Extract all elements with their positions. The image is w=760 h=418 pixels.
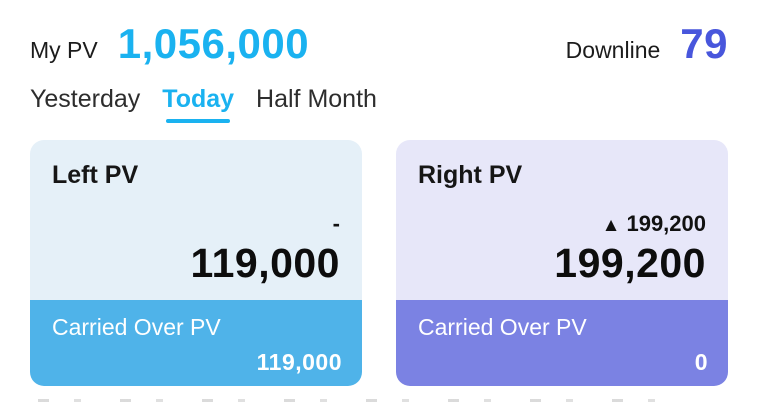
right-pv-delta: ▲ 199,200 [418,211,706,238]
left-pv-card-top: Left PV - 119,000 [30,140,362,301]
my-pv-label: My PV [30,37,98,63]
right-pv-title: Right PV [418,161,523,190]
tab-today[interactable]: Today [162,84,234,123]
right-carried-over-label: Carried Over PV [418,314,587,341]
downline-label: Downline [565,37,661,63]
right-pv-card: Right PV ▲ 199,200 199,200 Carried Over P… [396,140,728,387]
left-carried-over-section: Carried Over PV 119,000 [30,300,362,387]
period-tabs: Yesterday Today Half Month [0,84,760,123]
left-carried-over-label: Carried Over PV [52,314,221,341]
my-pv-value: 1,056,000 [117,20,310,67]
triangle-up-icon: ▲ [601,215,621,237]
left-pv-title: Left PV [52,161,139,190]
pv-cards: Left PV - 119,000 Carried Over PV 119,00… [0,140,760,387]
downline-value: 79 [680,20,728,67]
right-pv-delta-value: 199,200 [626,211,706,237]
clipped-text-row [38,399,690,403]
right-carried-over-section: Carried Over PV 0 [396,300,728,387]
left-carried-over-value: 119,000 [256,349,342,376]
downline-stat: Downline 79 [565,20,728,67]
left-pv-delta: - [52,211,340,238]
summary-header: My PV 1,056,000 Downline 79 [0,20,760,67]
tab-half-month[interactable]: Half Month [256,85,377,114]
tab-yesterday[interactable]: Yesterday [30,85,141,114]
my-pv-stat: My PV 1,056,000 [30,20,310,67]
left-pv-delta-value: - [332,211,340,237]
left-pv-card: Left PV - 119,000 Carried Over PV 119,00… [30,140,362,387]
right-pv-value: 199,200 [554,240,706,286]
left-pv-value: 119,000 [190,240,340,286]
right-pv-card-top: Right PV ▲ 199,200 199,200 [396,140,728,301]
right-carried-over-value: 0 [694,349,708,376]
